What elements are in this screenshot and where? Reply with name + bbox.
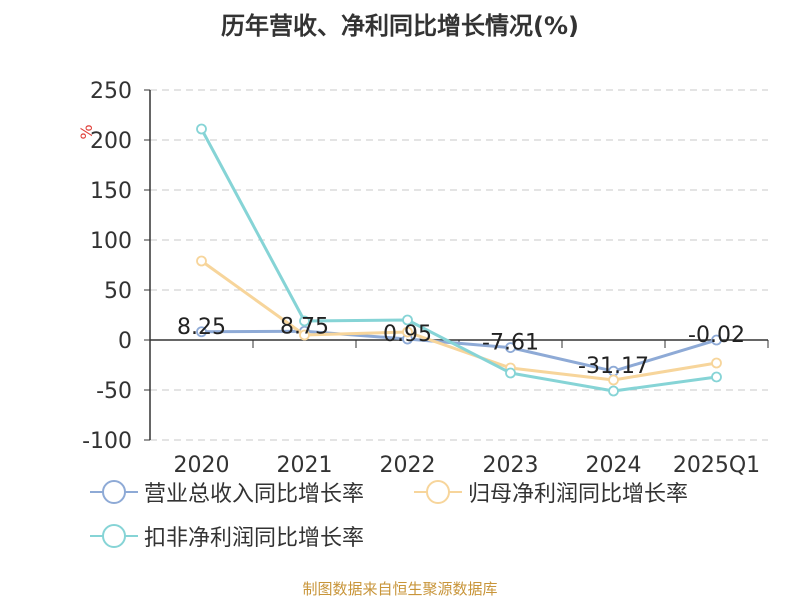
series-1-point xyxy=(299,329,310,341)
legend-item-deducted-profit[interactable]: 扣非净利润同比增长率 xyxy=(90,520,364,552)
y-tick-label: 200 xyxy=(90,129,132,154)
series-1-point xyxy=(196,255,207,267)
data-label: -31.17 xyxy=(578,354,649,379)
y-tick-label: 150 xyxy=(90,179,132,204)
legend-item-net-profit[interactable]: 归母净利润同比增长率 xyxy=(414,476,688,508)
axis-layer: 250 200 150 100 50 0 -50 -100 2020 2021 2022 2023 20… xyxy=(82,79,769,478)
y-tick-label: -50 xyxy=(96,379,132,404)
x-tick-label: 2024 xyxy=(586,453,642,478)
y-tick-label: 100 xyxy=(90,229,132,254)
series-1-point xyxy=(608,374,619,386)
x-tick-label: 2020 xyxy=(174,453,230,478)
legend-label-revenue: 营业总收入同比增长率 xyxy=(144,482,365,507)
y-tick-label: 0 xyxy=(118,329,132,354)
legend-label-deducted-profit: 扣非净利润同比增长率 xyxy=(144,526,365,551)
series-2-point xyxy=(299,315,310,327)
series-2-point xyxy=(608,385,619,397)
legend-symbol-net-profit xyxy=(414,477,462,507)
data-label: 8.75 xyxy=(280,314,329,339)
series-line-2 xyxy=(200,128,717,393)
x-tick-label: 2022 xyxy=(380,453,436,478)
series-line-0 xyxy=(201,329,717,373)
y-tick-label: 250 xyxy=(90,79,132,104)
series-2-point xyxy=(711,371,722,383)
chart-title: 历年营收、净利同比增长情况(%) xyxy=(221,12,579,40)
x-tick-label: 2025Q1 xyxy=(673,453,760,478)
x-tick-label: 2021 xyxy=(277,453,333,478)
series-1-point xyxy=(402,326,413,338)
series-1-point xyxy=(711,357,722,369)
y-tick-label: 50 xyxy=(104,279,132,304)
data-label: 0.95 xyxy=(383,322,432,347)
legend-symbol-revenue xyxy=(90,477,138,507)
series-0-point xyxy=(711,334,722,346)
data-label: -7.61 xyxy=(482,331,539,356)
legend-symbol-deducted-profit xyxy=(90,521,138,551)
legend-label-net-profit: 归母净利润同比增长率 xyxy=(468,482,689,507)
series-0-point xyxy=(196,326,207,338)
y-tick-label: -100 xyxy=(82,429,132,454)
data-label: -0.02 xyxy=(688,323,745,348)
series-2-point xyxy=(505,367,516,379)
series-0-point xyxy=(505,342,516,354)
source-note: 制图数据来自恒生聚源数据库 xyxy=(302,580,498,598)
legend-item-revenue[interactable]: 营业总收入同比增长率 xyxy=(90,476,364,508)
series-line-1 xyxy=(200,259,717,382)
series-layer xyxy=(196,123,722,397)
label-layer: 8.25 8.75 0.95 -7.61 -31.17 -0.02 xyxy=(177,314,745,379)
series-2-point xyxy=(196,123,207,135)
series-2-point xyxy=(402,314,413,326)
y-axis-unit-label: % xyxy=(77,124,96,139)
x-tick-label: 2023 xyxy=(483,453,539,478)
data-label: 8.25 xyxy=(177,315,226,340)
grid-layer xyxy=(150,89,768,441)
